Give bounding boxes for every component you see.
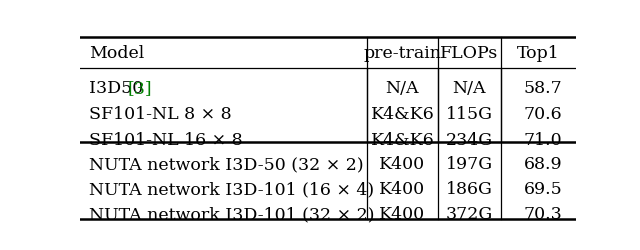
Text: K400: K400	[380, 180, 426, 197]
Text: I3D50: I3D50	[89, 79, 148, 96]
Text: K4&K6: K4&K6	[371, 131, 435, 148]
Text: NUTA network I3D-50 (32 × 2): NUTA network I3D-50 (32 × 2)	[89, 155, 364, 172]
Text: 70.6: 70.6	[524, 105, 563, 122]
Text: 69.5: 69.5	[524, 180, 563, 197]
Text: FLOPs: FLOPs	[440, 45, 499, 62]
Text: 58.7: 58.7	[524, 79, 563, 96]
Text: 71.0: 71.0	[524, 131, 563, 148]
Text: 186G: 186G	[446, 180, 493, 197]
Text: 70.3: 70.3	[524, 205, 563, 222]
Text: N/A: N/A	[386, 79, 419, 96]
Text: 197G: 197G	[446, 155, 493, 172]
Text: K400: K400	[380, 155, 426, 172]
Text: Top1: Top1	[517, 45, 559, 62]
Text: NUTA network I3D-101 (16 × 4): NUTA network I3D-101 (16 × 4)	[89, 180, 374, 197]
Text: 234G: 234G	[446, 131, 493, 148]
Text: K400: K400	[380, 205, 426, 222]
Text: Model: Model	[89, 45, 144, 62]
Text: NUTA network I3D-101 (32 × 2): NUTA network I3D-101 (32 × 2)	[89, 205, 374, 222]
Text: SF101-NL 8 × 8: SF101-NL 8 × 8	[89, 105, 232, 122]
Text: K4&K6: K4&K6	[371, 105, 435, 122]
Text: 372G: 372G	[445, 205, 493, 222]
Text: pre-train: pre-train	[364, 45, 442, 62]
Text: 115G: 115G	[446, 105, 493, 122]
Text: 68.9: 68.9	[524, 155, 563, 172]
Text: [3]: [3]	[127, 79, 152, 96]
Text: SF101-NL 16 × 8: SF101-NL 16 × 8	[89, 131, 243, 148]
Text: N/A: N/A	[452, 79, 486, 96]
Text: I3D50: I3D50	[89, 79, 148, 96]
